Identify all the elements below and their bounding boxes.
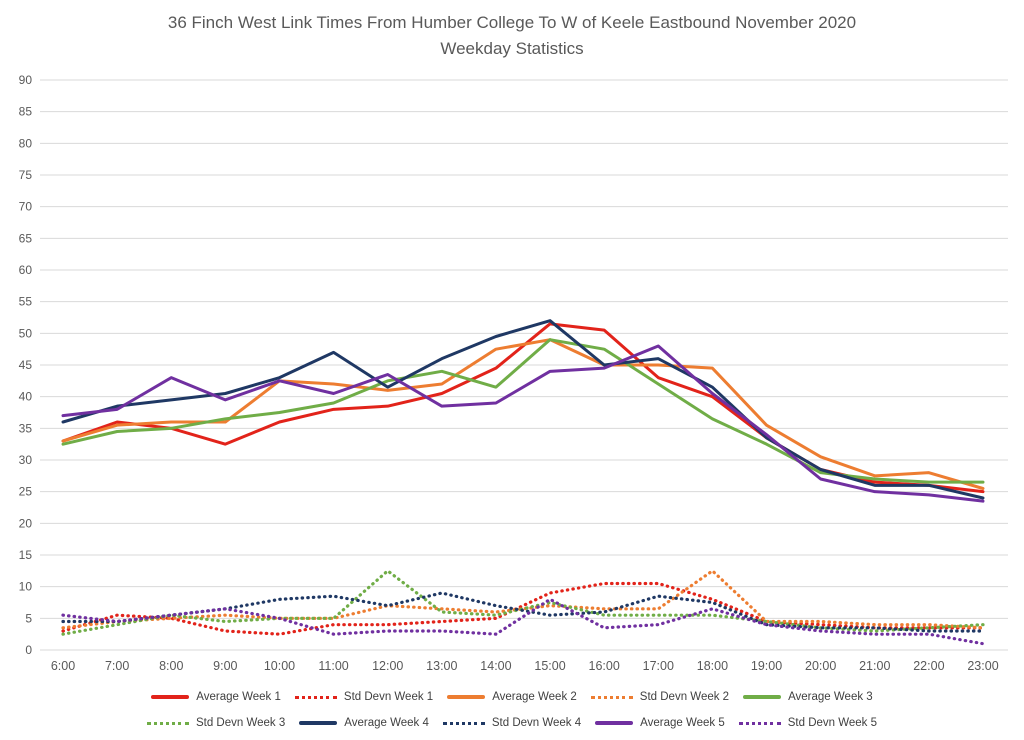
x-tick-label: 19:00 <box>751 659 782 673</box>
y-tick-label: 0 <box>25 643 32 657</box>
x-tick-label: 20:00 <box>805 659 836 673</box>
x-tick-label: 23:00 <box>967 659 998 673</box>
y-tick-label: 55 <box>19 295 33 309</box>
series-line-average-week-5 <box>61 344 985 503</box>
legend-label: Std Devn Week 1 <box>343 691 434 703</box>
y-tick-label: 5 <box>25 611 32 625</box>
legend-item-average-week-5: Average Week 5 <box>595 717 725 729</box>
y-tick-label: 60 <box>19 263 33 277</box>
solid-line-swatch-icon <box>151 695 190 699</box>
dotted-line-swatch-icon <box>590 695 633 699</box>
x-tick-label: 13:00 <box>426 659 457 673</box>
y-tick-label: 50 <box>19 326 33 340</box>
series-line-std-devn-week-2 <box>61 569 985 630</box>
x-tick-label: 16:00 <box>589 659 620 673</box>
legend-item-average-week-1: Average Week 1 <box>151 691 281 703</box>
y-tick-label: 25 <box>19 485 33 499</box>
legend-label: Average Week 4 <box>344 717 429 729</box>
chart-title: 36 Finch West Link Times From Humber Col… <box>0 10 1024 62</box>
x-tick-label: 11:00 <box>318 659 348 673</box>
legend-label: Average Week 1 <box>196 691 281 703</box>
y-tick-label: 35 <box>19 421 33 435</box>
series-line-std-devn-week-1 <box>61 581 985 636</box>
y-tick-label: 15 <box>19 548 33 562</box>
x-axis-labels: 6:00 7:00 8:00 9:00 10:00 11:00 12:00 13:00 14:0… <box>51 659 999 673</box>
series-line-average-week-2 <box>61 338 985 490</box>
solid-line-swatch-icon <box>595 721 634 725</box>
x-tick-label: 14:00 <box>480 659 511 673</box>
y-tick-label: 70 <box>19 200 33 214</box>
series-line-std-devn-week-4 <box>61 591 985 633</box>
series-line-std-devn-week-5 <box>61 597 985 646</box>
x-tick-label: 22:00 <box>913 659 944 673</box>
legend-item-average-week-3: Average Week 3 <box>743 691 873 703</box>
y-tick-label: 75 <box>19 168 33 182</box>
legend-item-std-devn-week-2: Std Devn Week 2 <box>590 691 730 703</box>
x-tick-label: 8:00 <box>159 659 183 673</box>
y-tick-label: 20 <box>19 516 33 530</box>
x-tick-label: 10:00 <box>264 659 295 673</box>
legend-item-std-devn-week-4: Std Devn Week 4 <box>442 717 582 729</box>
x-tick-label: 18:00 <box>697 659 728 673</box>
y-tick-label: 80 <box>19 136 33 150</box>
legend-label: Average Week 3 <box>788 691 873 703</box>
legend-label: Average Week 5 <box>640 717 725 729</box>
dotted-line-swatch-icon <box>294 695 337 699</box>
legend-row-2: Std Devn Week 3 Average Week 4 Std Devn We… <box>0 710 1024 736</box>
y-tick-label: 85 <box>19 105 33 119</box>
legend-item-std-devn-week-5: Std Devn Week 5 <box>738 717 878 729</box>
legend-item-std-devn-week-3: Std Devn Week 3 <box>146 717 286 729</box>
solid-line-swatch-icon <box>447 695 486 699</box>
x-tick-label: 12:00 <box>372 659 403 673</box>
x-tick-label: 15:00 <box>534 659 565 673</box>
chart-title-line1: 36 Finch West Link Times From Humber Col… <box>167 13 857 32</box>
y-axis-labels: 0 5 10 15 20 25 30 35 40 45 50 55 60 65 70 75 80 85 90 <box>19 73 33 657</box>
solid-line-swatch-icon <box>299 721 338 725</box>
dotted-line-swatch-icon <box>442 721 485 725</box>
series-line-average-week-3 <box>61 338 985 484</box>
gridlines <box>40 79 1008 651</box>
data-series-lines <box>61 319 985 646</box>
y-tick-label: 10 <box>19 580 33 594</box>
chart-legend: Average Week 1 Std Devn Week 1 Average Wee… <box>0 684 1024 736</box>
solid-line-swatch-icon <box>743 695 782 699</box>
legend-label: Std Devn Week 4 <box>491 717 582 729</box>
legend-label: Average Week 2 <box>492 691 577 703</box>
x-tick-label: 17:00 <box>643 659 674 673</box>
y-tick-label: 30 <box>19 453 33 467</box>
legend-item-std-devn-week-1: Std Devn Week 1 <box>294 691 434 703</box>
x-tick-label: 21:00 <box>859 659 890 673</box>
y-tick-label: 65 <box>19 231 33 245</box>
dotted-line-swatch-icon <box>146 721 189 725</box>
y-tick-label: 40 <box>19 390 33 404</box>
x-tick-label: 9:00 <box>213 659 237 673</box>
legend-label: Std Devn Week 5 <box>787 717 878 729</box>
legend-label: Std Devn Week 3 <box>195 717 286 729</box>
legend-label: Std Devn Week 2 <box>639 691 730 703</box>
legend-row-1: Average Week 1 Std Devn Week 1 Average Wee… <box>0 684 1024 710</box>
x-tick-label: 6:00 <box>51 659 75 673</box>
x-tick-label: 7:00 <box>105 659 129 673</box>
legend-item-average-week-2: Average Week 2 <box>447 691 577 703</box>
chart-title-line2: Weekday Statistics <box>440 39 584 58</box>
y-tick-label: 90 <box>19 73 33 87</box>
legend-item-average-week-4: Average Week 4 <box>299 717 429 729</box>
y-tick-label: 45 <box>19 358 33 372</box>
dotted-line-swatch-icon <box>738 721 781 725</box>
